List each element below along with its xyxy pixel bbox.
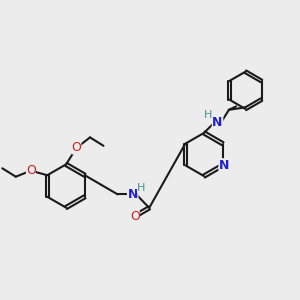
Text: O: O <box>72 141 81 154</box>
Text: H: H <box>204 110 213 120</box>
Text: O: O <box>130 210 140 223</box>
Text: N: N <box>128 188 138 201</box>
Text: O: O <box>26 164 36 177</box>
Text: N: N <box>212 116 223 129</box>
Text: N: N <box>219 159 230 172</box>
Text: H: H <box>137 183 145 193</box>
